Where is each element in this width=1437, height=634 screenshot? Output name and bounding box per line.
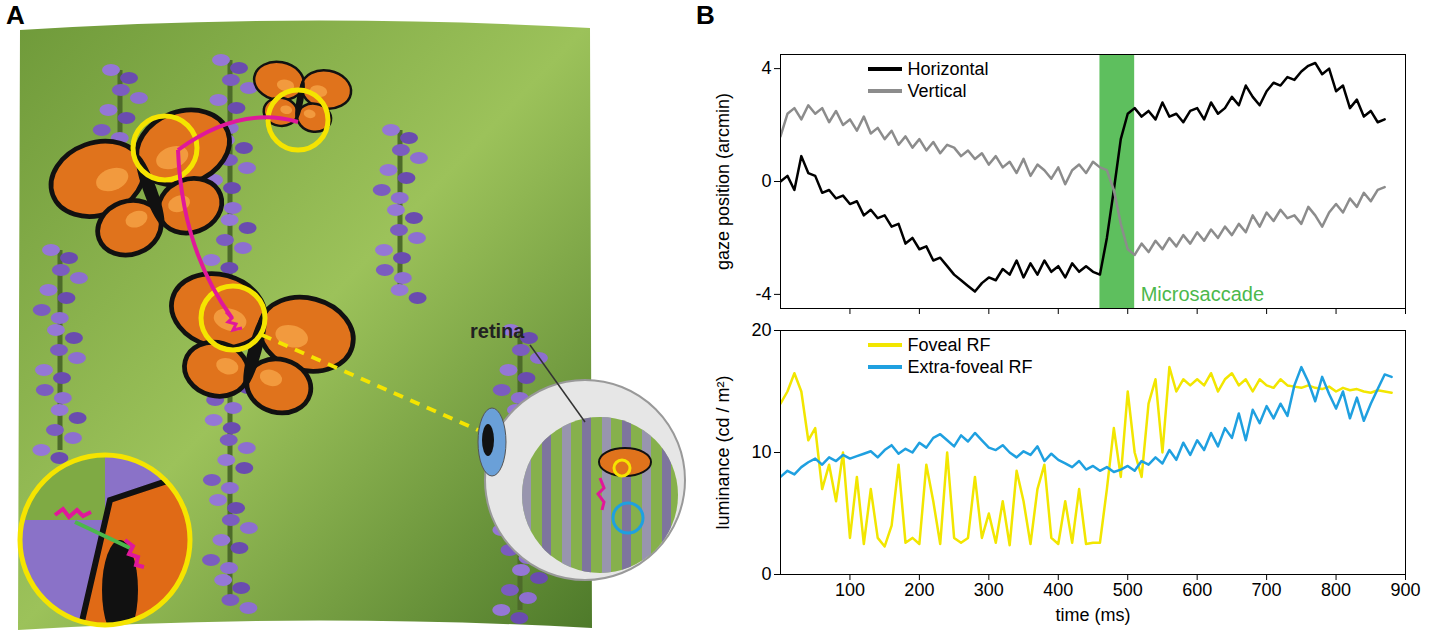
html-text:B: B	[696, 0, 715, 30]
svg-text:20: 20	[751, 320, 771, 340]
svg-text:700: 700	[1252, 580, 1282, 600]
svg-text:300: 300	[974, 580, 1004, 600]
html-text:Horizontal: Horizontal	[907, 58, 989, 79]
svg-text:gaze position (arcmin): gaze position (arcmin)	[713, 93, 733, 270]
svg-text:Microsaccade: Microsaccade	[1141, 283, 1264, 305]
svg-text:0: 0	[761, 564, 771, 584]
svg-text:800: 800	[1321, 580, 1351, 600]
svg-text:A: A	[6, 0, 25, 30]
svg-text:400: 400	[1043, 580, 1073, 600]
svg-text:4: 4	[761, 58, 771, 78]
svg-text:luminance (cd / m²): luminance (cd / m²)	[713, 375, 733, 529]
svg-text:600: 600	[1182, 580, 1212, 600]
svg-text:200: 200	[904, 580, 934, 600]
html-text:Foveal RF: Foveal RF	[907, 334, 991, 355]
svg-text:10: 10	[751, 442, 771, 462]
svg-text:0: 0	[761, 171, 771, 191]
svg-text:100: 100	[835, 580, 865, 600]
svg-text:-4: -4	[755, 284, 771, 304]
svg-text:500: 500	[1113, 580, 1143, 600]
svg-text:retina: retina	[470, 320, 525, 342]
svg-text:time (ms): time (ms)	[1056, 605, 1131, 625]
html-text:Vertical: Vertical	[907, 80, 967, 101]
svg-text:900: 900	[1390, 580, 1420, 600]
html-text:Extra-foveal RF: Extra-foveal RF	[907, 356, 1033, 377]
